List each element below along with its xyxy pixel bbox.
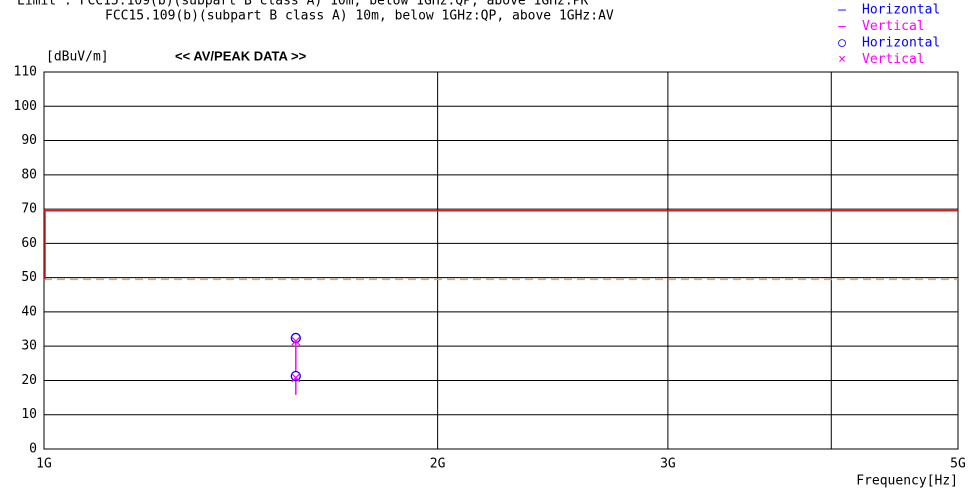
legend-label: Vertical <box>862 19 925 34</box>
y-tick-label: 40 <box>21 304 37 319</box>
y-tick-label: 70 <box>21 202 37 217</box>
legend-symbol: ○ <box>838 36 846 51</box>
y-unit: [dBuV/m] <box>46 50 109 65</box>
chart-title: << AV/PEAK DATA >> <box>175 48 307 63</box>
x-tick-label: 2G <box>430 457 446 472</box>
y-tick-label: 10 <box>21 407 37 422</box>
marker-circle <box>290 370 301 382</box>
legend-label: Horizontal <box>862 36 940 51</box>
y-tick-label: 50 <box>21 270 37 285</box>
legend-label: Horizontal <box>862 3 940 18</box>
y-tick-label: 80 <box>21 167 37 182</box>
marker-circle <box>290 332 301 344</box>
legend-symbol: × <box>838 52 846 67</box>
y-tick-label: 110 <box>14 65 37 80</box>
y-tick-label: 60 <box>21 236 37 251</box>
x-label: Frequency[Hz] <box>856 474 958 489</box>
y-tick-label: 30 <box>21 339 37 354</box>
y-tick-label: 0 <box>29 442 37 457</box>
legend-symbol: — <box>838 19 846 34</box>
limit-line-2: FCC15.109(b)(subpart B class A) 10m, bel… <box>105 9 614 24</box>
marker-cross <box>291 336 301 346</box>
limit-line-1: Limit : FCC15.109(b)(subpart B class A) … <box>17 0 589 9</box>
y-tick-label: 20 <box>21 373 37 388</box>
x-tick-label: 5G <box>950 457 966 472</box>
y-tick-label: 90 <box>21 133 37 148</box>
x-tick-label: 3G <box>660 457 676 472</box>
y-tick-label: 100 <box>14 99 37 114</box>
legend-label: Vertical <box>862 52 925 67</box>
plot-frame <box>43 71 959 450</box>
legend-symbol: — <box>838 3 846 18</box>
x-tick-label: 1G <box>36 457 52 472</box>
marker-cross <box>291 373 301 383</box>
